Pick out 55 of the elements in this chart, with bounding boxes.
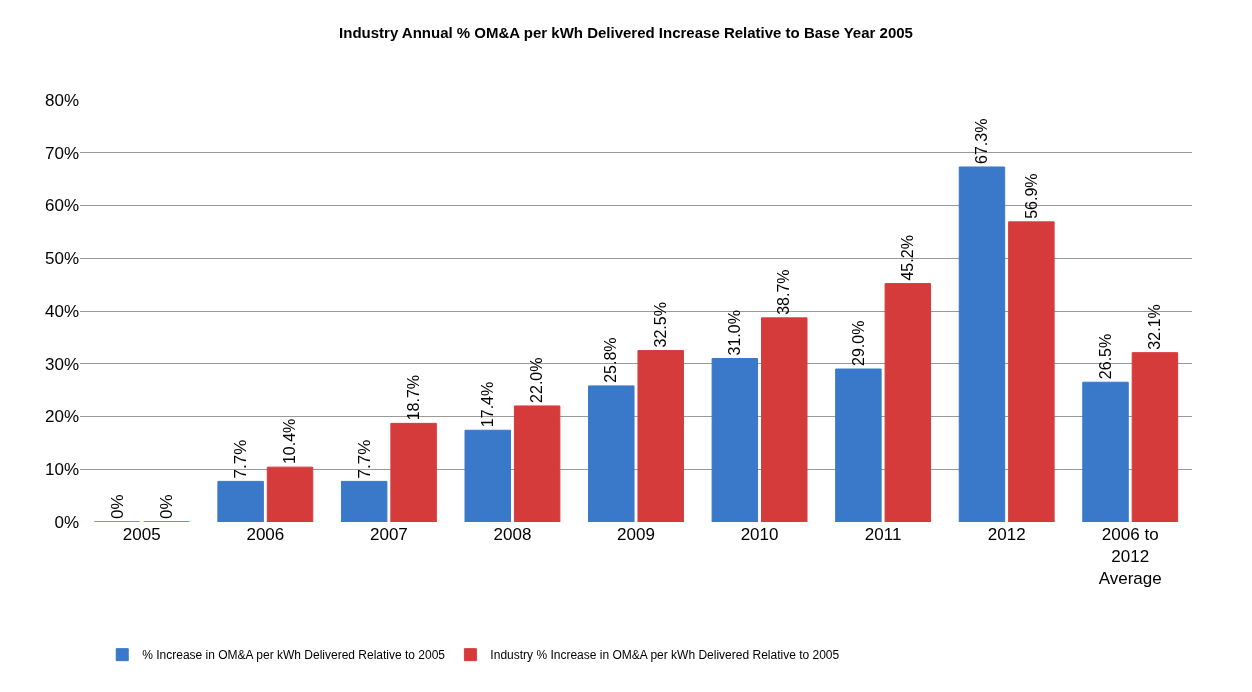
bar [637, 350, 684, 522]
y-tick-label: 80% [44, 90, 79, 110]
bar [1008, 221, 1055, 522]
data-label: 7.7% [354, 439, 374, 479]
x-tick-label: 2011 [864, 525, 902, 544]
x-tick-label: 2005 [122, 525, 161, 544]
x-tick-label: 2006 [246, 525, 285, 544]
data-label: 17.4% [477, 381, 496, 428]
bar [217, 480, 264, 522]
x-tick-label: 2009 [617, 525, 655, 544]
y-tick-label: 20% [44, 407, 79, 427]
bar [1082, 381, 1129, 522]
data-label: 0% [156, 494, 176, 519]
data-label: 18.7% [403, 374, 422, 421]
data-label: 38.7% [774, 269, 793, 315]
y-tick-label: 50% [44, 249, 79, 269]
data-label: 0% [107, 494, 127, 519]
legend-label: % Increase in OM&A per kWh Delivered Relative to 2005 [142, 648, 446, 663]
data-label: 45.2% [898, 235, 917, 281]
data-label: 26.5% [1095, 333, 1114, 380]
y-tick-label: 30% [44, 354, 79, 374]
data-label: 31.0% [725, 310, 744, 356]
y-tick-label: 70% [44, 143, 79, 163]
bar [266, 466, 314, 522]
bar [340, 480, 388, 522]
data-label: 7.7% [231, 439, 251, 479]
bar [761, 317, 808, 522]
data-label: 67.3% [972, 118, 991, 164]
data-label: 22.0% [527, 357, 546, 403]
data-label: 32.5% [650, 302, 669, 348]
bar [513, 405, 561, 522]
y-tick-label: 10% [44, 460, 79, 480]
y-tick-label: 60% [44, 196, 79, 216]
data-label: 10.4% [280, 418, 299, 465]
x-tick-label: 2010 [740, 525, 779, 544]
data-label: 29.0% [848, 320, 867, 366]
bar [588, 385, 635, 522]
y-tick-label: 40% [44, 301, 79, 321]
data-label: 32.1% [1145, 304, 1164, 350]
bar [464, 429, 511, 522]
y-tick-label: 0% [54, 512, 79, 532]
data-label: 25.8% [601, 337, 620, 383]
x-tick-label: 2006 to 2012 Average [1098, 525, 1162, 589]
data-label: 56.9% [1021, 173, 1040, 219]
bar [884, 283, 932, 522]
legend-label: Industry % Increase in OM&A per kWh Delivered Relative to 2005 [490, 648, 840, 663]
bar [1131, 352, 1179, 522]
chart-title: Industry Annual % OM&A per kWh Delivered Increase Relative to Base Year 2005 [339, 24, 913, 42]
bar [390, 422, 437, 522]
bar [711, 357, 759, 522]
x-tick-label: 2007 [369, 525, 408, 544]
x-tick-label: 2008 [493, 525, 532, 544]
bar [958, 166, 1006, 522]
x-tick-label: 2012 [987, 525, 1026, 544]
bar [835, 368, 882, 522]
